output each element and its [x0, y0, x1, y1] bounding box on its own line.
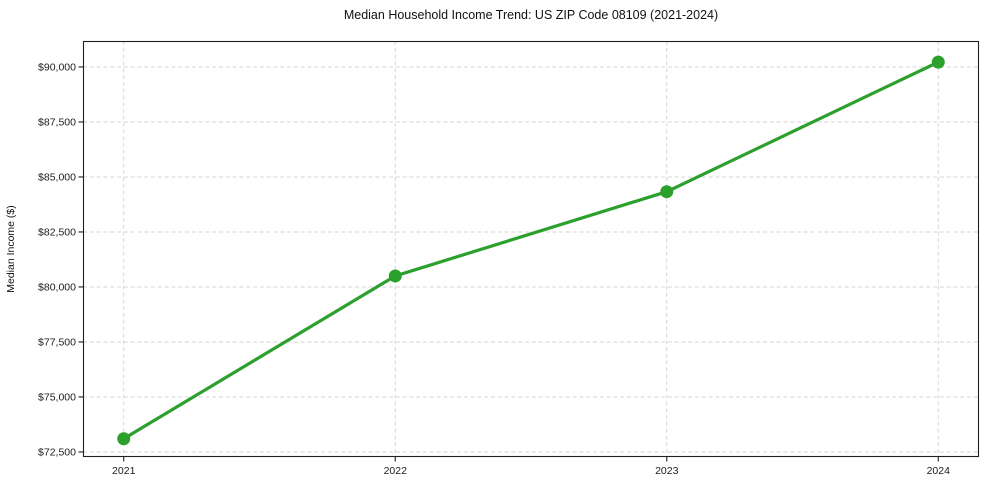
data-point-2021 [117, 432, 131, 446]
y-tick-label: $82,500 [38, 227, 76, 239]
x-tick-label: 2022 [384, 465, 408, 477]
x-tick-label: 2021 [112, 465, 136, 477]
y-tick-label: $80,000 [38, 282, 76, 294]
y-axis-label: Median Income ($) [5, 205, 17, 293]
x-tick-label: 2024 [927, 465, 951, 477]
y-tick-label: $90,000 [38, 62, 76, 74]
y-tick-label: $72,500 [38, 447, 76, 459]
y-tick-label: $77,500 [38, 337, 76, 349]
trend-line [122, 60, 940, 441]
data-point-2022 [388, 269, 402, 283]
data-point-2023 [660, 185, 674, 199]
y-tick-label: $85,000 [38, 172, 76, 184]
y-tick-label: $75,000 [38, 392, 76, 404]
axis-frame [82, 40, 980, 458]
y-tick-label: $87,500 [38, 117, 76, 129]
x-tick-label: 2023 [655, 465, 679, 477]
data-point-2024 [931, 55, 945, 69]
chart-title: Median Household Income Trend: US ZIP Co… [343, 8, 719, 22]
